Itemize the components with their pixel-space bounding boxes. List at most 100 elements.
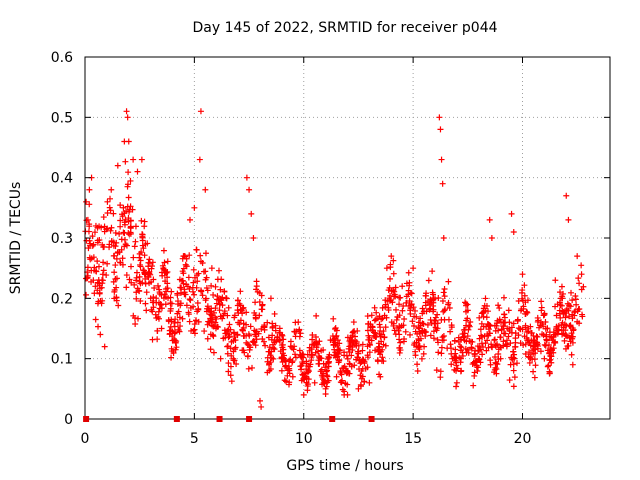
data-point <box>141 252 148 259</box>
data-point <box>522 310 529 317</box>
data-point <box>234 297 241 304</box>
data-point <box>267 295 274 302</box>
data-point <box>284 372 291 379</box>
data-point <box>113 294 120 301</box>
data-point <box>123 284 130 291</box>
data-point <box>299 371 306 378</box>
data-point <box>210 333 217 340</box>
data-point <box>253 336 260 343</box>
data-point <box>128 279 135 286</box>
data-point <box>505 333 512 340</box>
data-point <box>420 321 427 328</box>
data-point <box>430 335 437 342</box>
data-point <box>228 378 235 385</box>
data-point <box>510 354 517 361</box>
data-point <box>414 368 421 375</box>
data-point <box>168 354 175 361</box>
data-point <box>424 321 431 328</box>
data-point <box>433 327 440 334</box>
chart-title: Day 145 of 2022, SRMTID for receiver p04… <box>192 20 497 36</box>
x-tick-label: 5 <box>190 431 199 447</box>
data-point <box>484 308 491 315</box>
data-point <box>307 361 314 368</box>
data-point <box>177 289 184 296</box>
data-point <box>337 379 344 386</box>
data-point <box>519 271 526 278</box>
data-point <box>419 328 426 335</box>
data-point <box>391 327 398 334</box>
data-point <box>357 381 364 388</box>
data-point <box>364 313 371 320</box>
data-point <box>297 330 304 337</box>
data-point <box>112 262 119 269</box>
data-point <box>336 356 343 363</box>
data-point <box>296 347 303 354</box>
data-point <box>419 305 426 312</box>
data-point <box>387 264 394 271</box>
data-point <box>117 217 124 224</box>
data-point <box>479 351 486 358</box>
data-point <box>103 272 110 279</box>
data-point <box>204 303 211 310</box>
data-point <box>367 342 374 349</box>
data-point <box>501 311 508 318</box>
data-point <box>552 277 559 284</box>
data-point <box>107 195 114 202</box>
data-point <box>354 327 361 334</box>
data-point <box>214 276 221 283</box>
data-point <box>144 240 151 247</box>
data-point <box>578 262 585 269</box>
data-point <box>248 210 255 217</box>
data-point <box>244 341 251 348</box>
data-point <box>415 324 422 331</box>
data-point <box>251 339 258 346</box>
data-point <box>330 342 337 349</box>
data-point <box>426 301 433 308</box>
data-point <box>269 324 276 331</box>
data-point <box>284 367 291 374</box>
data-point <box>96 280 103 287</box>
data-point <box>511 374 518 381</box>
data-point <box>563 192 570 199</box>
axis-marker <box>173 416 180 422</box>
data-point <box>162 278 169 285</box>
data-point <box>234 332 241 339</box>
data-point <box>231 312 238 319</box>
data-point <box>578 271 585 278</box>
data-point <box>459 349 466 356</box>
data-point <box>111 288 118 295</box>
data-point <box>110 278 117 285</box>
data-point <box>402 328 409 335</box>
data-point <box>323 360 330 367</box>
data-point <box>202 186 209 193</box>
data-point <box>141 267 148 274</box>
data-point <box>432 295 438 302</box>
data-point <box>106 244 113 251</box>
data-point <box>91 229 98 236</box>
data-point <box>143 307 150 314</box>
data-point <box>532 362 539 369</box>
data-point <box>145 263 152 270</box>
data-point <box>107 207 114 214</box>
data-point <box>429 268 436 275</box>
data-point <box>225 360 232 367</box>
data-point <box>227 326 234 333</box>
data-point <box>500 338 507 345</box>
y-tick-label: 0.3 <box>51 231 73 247</box>
data-point <box>115 302 122 309</box>
data-point <box>495 302 502 309</box>
data-point <box>378 331 385 338</box>
data-point <box>519 297 526 304</box>
data-point <box>318 347 325 354</box>
data-point <box>186 286 193 293</box>
axis-marker <box>216 416 223 422</box>
data-point <box>430 328 437 335</box>
data-point <box>132 321 139 328</box>
data-point <box>169 337 176 344</box>
data-point <box>387 275 394 282</box>
data-point <box>527 323 534 330</box>
data-point <box>246 186 253 193</box>
data-point <box>574 318 581 325</box>
data-point <box>491 336 498 343</box>
data-point <box>563 306 570 313</box>
